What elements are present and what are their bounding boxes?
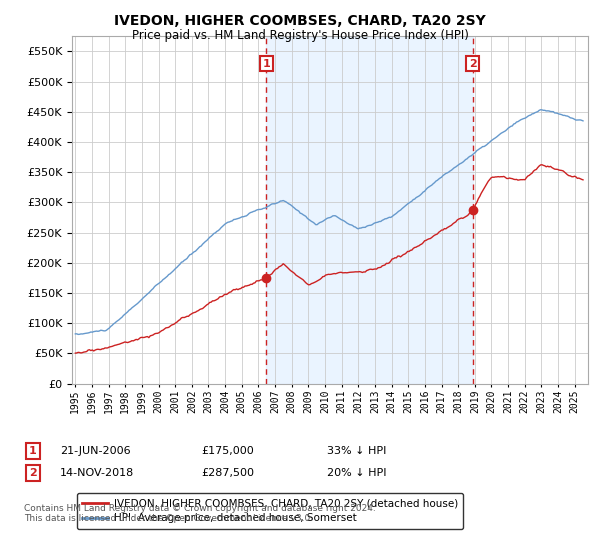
- Text: 1: 1: [29, 446, 37, 456]
- Legend: IVEDON, HIGHER COOMBSES, CHARD, TA20 2SY (detached house), HPI: Average price, d: IVEDON, HIGHER COOMBSES, CHARD, TA20 2SY…: [77, 493, 463, 529]
- Text: Contains HM Land Registry data © Crown copyright and database right 2024.
This d: Contains HM Land Registry data © Crown c…: [24, 504, 376, 524]
- Bar: [266, 36, 473, 384]
- Text: IVEDON, HIGHER COOMBSES, CHARD, TA20 2SY: IVEDON, HIGHER COOMBSES, CHARD, TA20 2SY: [114, 14, 486, 28]
- Text: 2: 2: [29, 468, 37, 478]
- Text: 21-JUN-2006: 21-JUN-2006: [60, 446, 131, 456]
- Text: £175,000: £175,000: [201, 446, 254, 456]
- Text: £287,500: £287,500: [201, 468, 254, 478]
- Text: 2: 2: [469, 59, 476, 68]
- Text: 1: 1: [262, 59, 270, 68]
- Text: Price paid vs. HM Land Registry's House Price Index (HPI): Price paid vs. HM Land Registry's House …: [131, 29, 469, 42]
- Text: 14-NOV-2018: 14-NOV-2018: [60, 468, 134, 478]
- Text: 33% ↓ HPI: 33% ↓ HPI: [327, 446, 386, 456]
- Text: 20% ↓ HPI: 20% ↓ HPI: [327, 468, 386, 478]
